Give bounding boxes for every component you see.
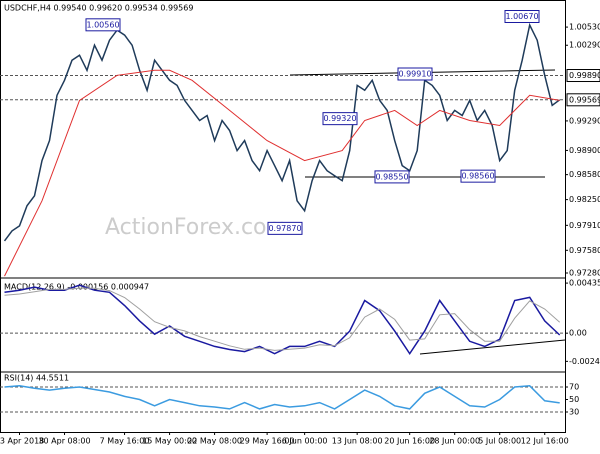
y-tick-label: 50 <box>569 395 579 404</box>
trend-line <box>419 339 566 355</box>
y-tick-label: 0.97910 <box>569 221 600 230</box>
y-tick-label: 0.97580 <box>569 246 600 255</box>
y-tick-label: 0.004351 <box>569 279 600 288</box>
y-tick-label: 0.97280 <box>569 269 600 278</box>
y-tick-label: 70 <box>569 383 579 392</box>
annotation-box <box>374 170 410 184</box>
level-label: 0.99890 <box>569 71 600 80</box>
x-tick-label: 13 Jun 08:00 <box>332 437 383 446</box>
panel-title: RSI(14) 44.5511 <box>4 374 69 383</box>
y-tick-label: 1.00530 <box>569 23 600 32</box>
y-tick-label: -0.002448 <box>569 357 600 366</box>
annotation-label: 0.99910 <box>398 70 431 79</box>
annotation-box <box>460 169 496 183</box>
annotation-label: 0.97870 <box>268 224 301 233</box>
x-tick-label: 20 Jun 16:00 <box>384 437 435 446</box>
annotation-label: 0.99320 <box>323 114 356 123</box>
x-tick-label: 30 Apr 08:00 <box>38 437 90 446</box>
x-tick-label: 28 Jun 00:00 <box>429 437 480 446</box>
x-tick-label: 7 May 16:00 <box>100 437 150 446</box>
x-tick-label: 6 Jun 00:00 <box>282 437 328 446</box>
y-tick-label: 0.98580 <box>569 170 600 179</box>
annotation-box <box>322 112 358 126</box>
y-tick-label: 0.99290 <box>569 116 600 125</box>
x-tick-label: 23 Apr 2018 <box>0 437 44 446</box>
series-line <box>4 287 561 351</box>
series-line <box>3 22 561 242</box>
x-tick-label: 5 Jul 08:00 <box>478 437 521 446</box>
annotation-label: 1.00670 <box>505 12 538 21</box>
frame <box>0 0 566 433</box>
x-tick-label: 15 May 00:00 <box>142 437 197 446</box>
annotation-label: 0.98550 <box>375 172 408 181</box>
chart-title: USDCHF,H4 0.99540 0.99620 0.99534 0.9956… <box>4 4 193 13</box>
annotation-box <box>85 18 121 32</box>
panel-title: MACD(12,26,9) -0.000156 0.000947 <box>4 283 149 292</box>
y-tick-label: 1.00290 <box>569 41 600 50</box>
annotation-box <box>504 9 540 23</box>
watermark: ActionForex.com <box>105 215 288 240</box>
series-line <box>4 385 560 410</box>
y-tick-label: 0.98900 <box>569 146 600 155</box>
y-tick-label: 0.98250 <box>569 195 600 204</box>
y-tick-label: 30 <box>569 408 579 417</box>
x-tick-label: 22 May 08:00 <box>187 437 242 446</box>
x-tick-label: 12 Jul 16:00 <box>521 437 569 446</box>
annotation-label: 1.00560 <box>86 20 119 29</box>
level-box <box>566 69 600 83</box>
level-label: 0.99569 <box>569 95 600 104</box>
x-tick-label: 29 May 16:00 <box>240 437 295 446</box>
annotation-box <box>267 221 303 235</box>
series-line <box>4 69 560 277</box>
y-tick-label: 0.00 <box>569 329 587 338</box>
annotation-label: 0.98560 <box>461 172 494 181</box>
level-box <box>566 93 600 107</box>
annotation-box <box>397 67 433 81</box>
